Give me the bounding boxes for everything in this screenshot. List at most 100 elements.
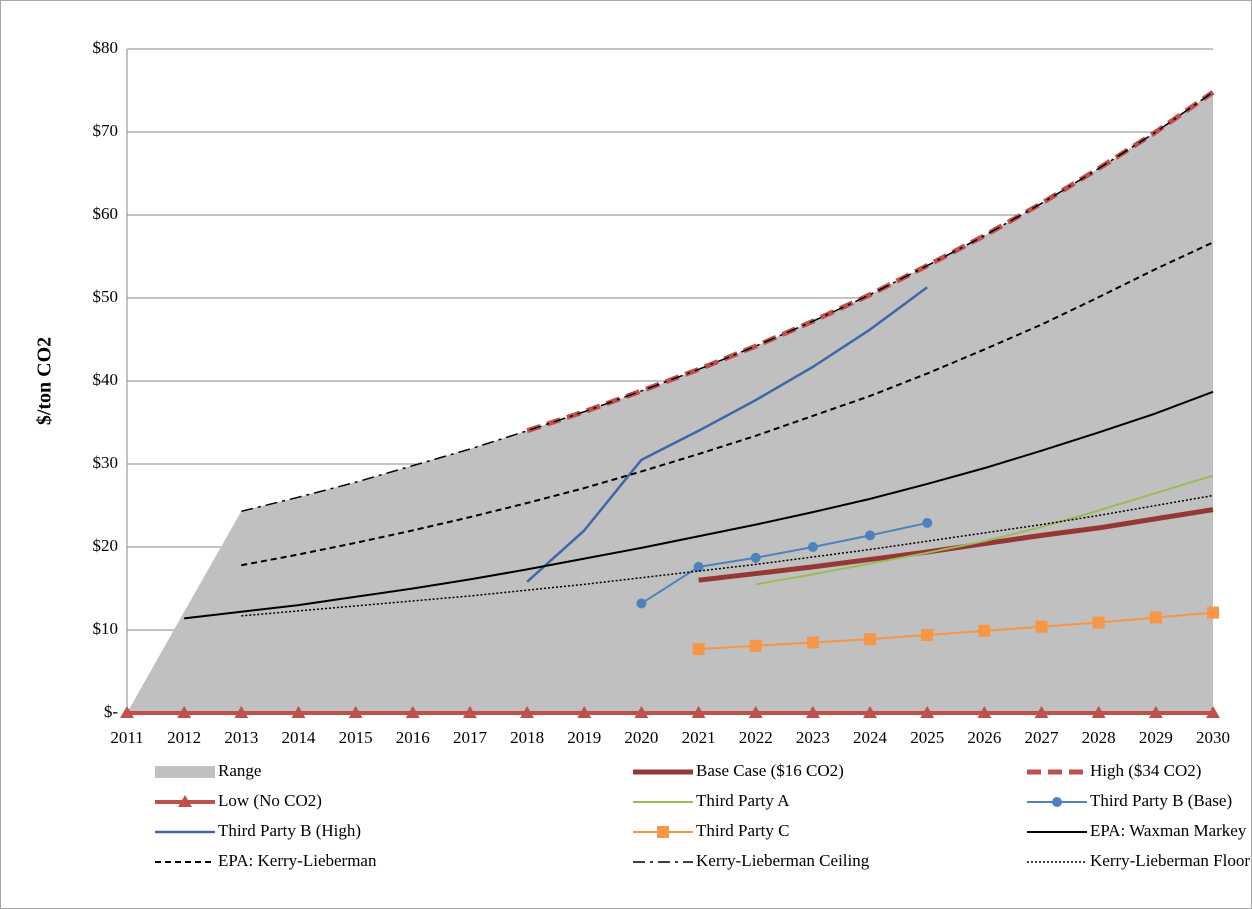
x-tick-label: 2027 [1025,728,1060,747]
legend-label: Low (No CO2) [218,791,322,810]
marker [921,628,934,641]
marker [864,633,877,646]
legend-item: Kerry-Lieberman Ceiling [633,851,870,870]
y-tick-label: $10 [93,619,119,638]
marker [748,706,763,718]
legend-swatch [155,766,215,778]
marker [1207,606,1219,619]
x-tick-label: 2018 [510,728,544,747]
marker [657,826,669,838]
marker [691,706,706,718]
x-tick-label: 2015 [339,728,373,747]
series-line [241,241,1214,567]
y-axis-title: $/ton CO2 [34,337,56,425]
legend-item: Third Party A [633,791,790,810]
series-line [526,286,928,583]
y-tick-label: $20 [93,536,119,555]
marker [577,706,592,718]
marker [805,706,820,718]
legend-item: Third Party B (Base) [1027,791,1232,810]
y-tick-label: $30 [93,453,119,472]
marker [462,706,477,718]
legend-item: Kerry-Lieberman Floor [1027,851,1250,870]
legend-label: Third Party A [696,791,790,810]
legend-item: Base Case ($16 CO2) [633,761,844,780]
marker [178,795,192,807]
x-tick-label: 2030 [1196,728,1230,747]
legend-label: Third Party C [696,821,790,840]
marker [692,643,705,656]
legend-label: Third Party B (High) [218,821,361,840]
series-line [755,474,1214,586]
y-tick-label: $60 [93,204,119,223]
x-tick-label: 2013 [224,728,258,747]
legend-label: Kerry-Lieberman Floor [1090,851,1250,870]
y-tick-label: $50 [93,287,119,306]
x-tick-label: 2017 [453,728,488,747]
marker [920,706,935,718]
marker [749,639,762,652]
x-tick-label: 2029 [1139,728,1173,747]
x-tick-label: 2021 [682,728,716,747]
legend-label: Third Party B (Base) [1090,791,1232,810]
x-tick-label: 2028 [1082,728,1116,747]
legend-item: Low (No CO2) [155,791,322,810]
x-tick-label: 2024 [853,728,888,747]
x-tick-label: 2023 [796,728,830,747]
marker [1092,616,1105,629]
legend-label: EPA: Kerry-Lieberman [218,851,377,870]
series-line [241,494,1214,617]
marker [120,706,134,718]
marker [1052,797,1062,807]
marker [1149,611,1162,624]
marker [291,706,306,718]
legend-item: Range [155,761,261,780]
y-tick-label: $70 [93,121,119,140]
marker [1148,706,1163,718]
marker [1034,706,1049,718]
marker [234,706,249,718]
marker [1091,706,1106,718]
range-area [127,92,1213,713]
legend-label: Range [218,761,261,780]
legend-label: High ($34 CO2) [1090,761,1201,780]
marker [348,706,363,718]
x-tick-label: 2020 [624,728,658,747]
y-tick-label: $- [104,702,119,721]
marker [750,552,761,563]
marker [865,530,876,541]
x-tick-label: 2025 [910,728,944,747]
legend-item: High ($34 CO2) [1027,761,1201,780]
marker [1206,706,1220,718]
marker [977,706,992,718]
series-line [698,611,1214,651]
y-tick-label: $40 [93,370,119,389]
x-tick-label: 2011 [110,728,143,747]
marker [807,542,818,552]
series-line [241,91,1214,513]
series-line [640,521,928,605]
marker [405,706,420,718]
marker [978,624,991,637]
legend-item: EPA: Kerry-Lieberman [155,851,377,870]
legend-item: Third Party B (High) [155,821,361,840]
marker [636,598,647,609]
marker [806,636,819,649]
marker [922,517,933,528]
x-tick-label: 2019 [567,728,601,747]
marker [863,706,878,718]
marker [177,706,192,718]
marker [693,561,704,572]
legend-label: EPA: Waxman Markey [1090,821,1247,840]
x-tick-label: 2016 [396,728,430,747]
x-tick-label: 2014 [281,728,316,747]
marker [1035,620,1048,633]
x-tick-label: 2022 [739,728,773,747]
legend-item: EPA: Waxman Markey [1027,821,1247,840]
y-tick-label: $80 [93,38,119,57]
x-tick-label: 2012 [167,728,201,747]
x-tick-label: 2026 [967,728,1001,747]
marker [520,706,535,718]
series-line [184,390,1214,620]
